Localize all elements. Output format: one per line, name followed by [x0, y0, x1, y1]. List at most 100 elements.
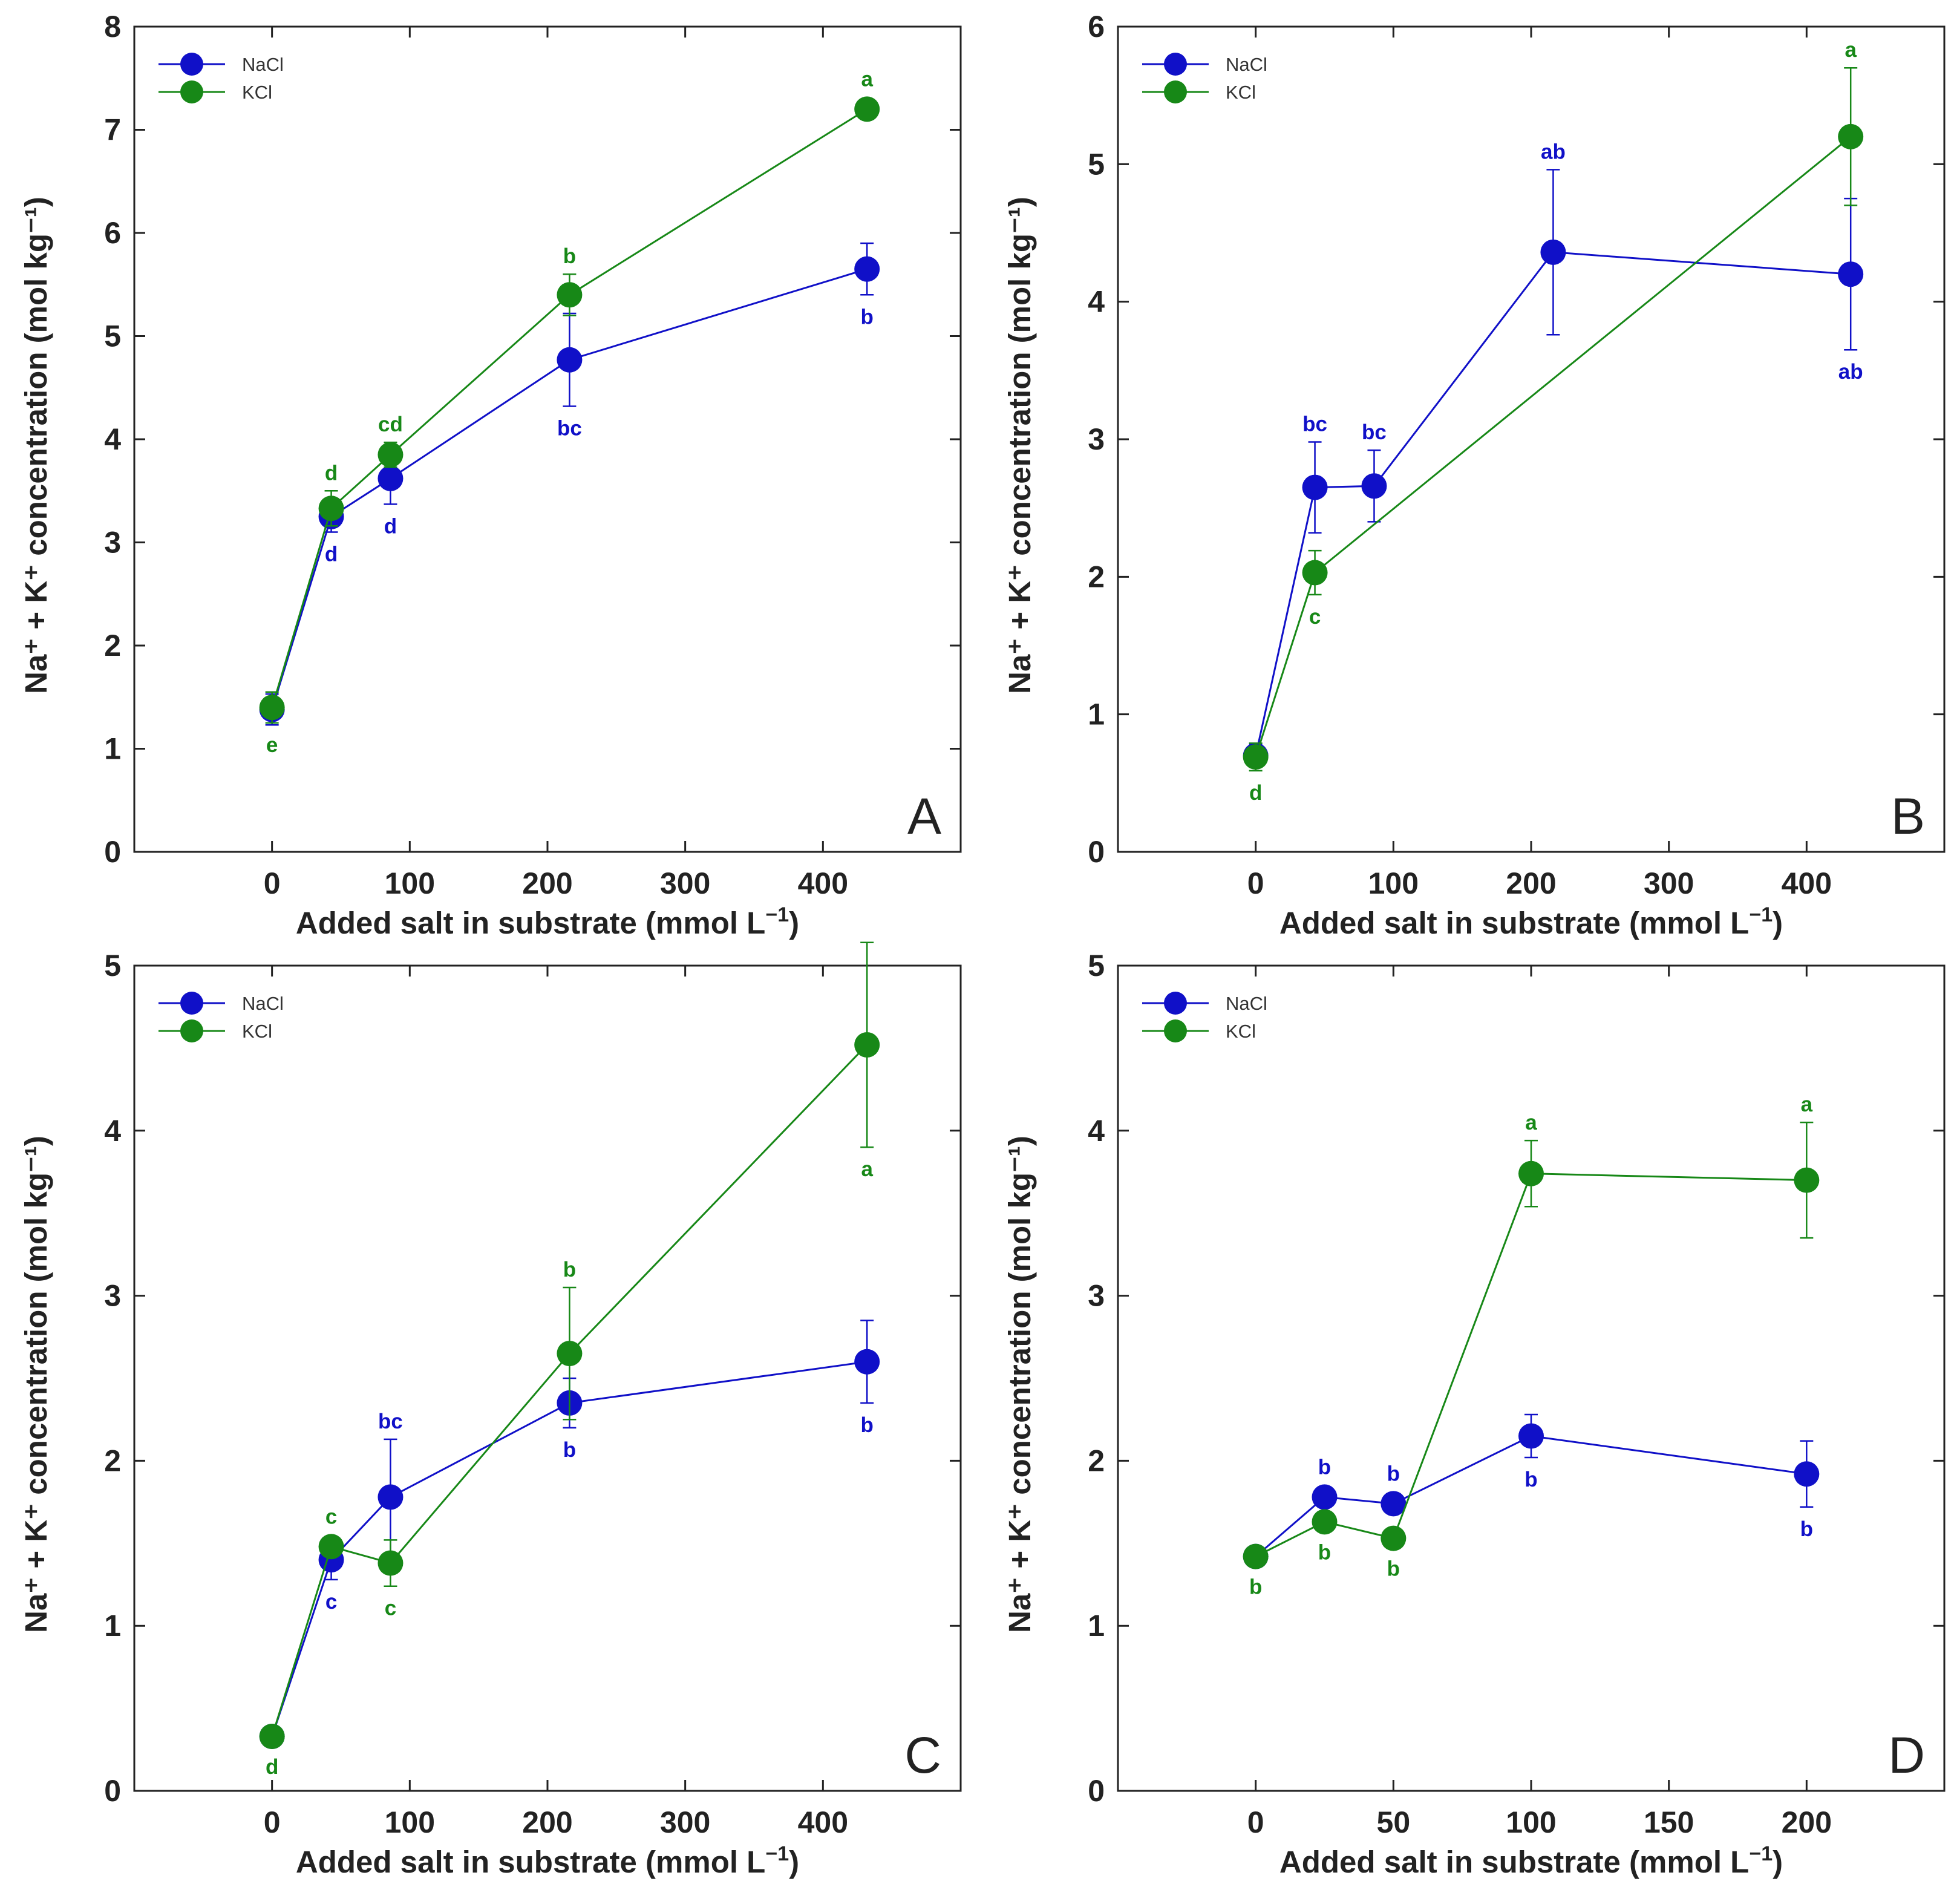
legend-marker-nacl: [180, 53, 203, 76]
data-point-kcl: [854, 96, 880, 122]
series-kcl: d c a: [1243, 38, 1864, 805]
y-axis-title: Na⁺ + K⁺ concentration (mol kg⁻¹): [1002, 1136, 1037, 1633]
y-tick-label: 7: [104, 113, 121, 147]
significance-label: a: [861, 67, 873, 91]
y-tick-label: 0: [1088, 1774, 1105, 1808]
data-point-kcl: [1794, 1167, 1820, 1193]
data-point-kcl: [377, 1550, 404, 1576]
x-axis-title: Added salt in substrate (mmol L−1): [296, 903, 799, 940]
significance-label: d: [384, 514, 397, 538]
y-tick-label: 2: [1088, 560, 1105, 594]
y-axis-title: Na⁺ + K⁺ concentration (mol kg⁻¹): [1002, 197, 1037, 694]
x-tick-label: 150: [1644, 1805, 1694, 1839]
significance-label: b: [1249, 1575, 1262, 1599]
x-tick-label: 0: [1247, 866, 1264, 900]
y-tick-label: 4: [104, 1114, 121, 1148]
panel-letter: C: [904, 1727, 941, 1784]
data-point-kcl: [1243, 1543, 1269, 1569]
significance-label: b: [1387, 1557, 1400, 1581]
y-tick-label: 3: [1088, 1279, 1105, 1313]
data-point-nacl: [377, 465, 404, 491]
data-point-kcl: [318, 1534, 344, 1560]
y-tick-label: 6: [1088, 10, 1105, 44]
plot-frame: [1117, 25, 1946, 853]
legend-label-kcl: KCl: [1226, 1021, 1256, 1042]
legend-label-nacl: NaCl: [242, 54, 284, 75]
data-point-kcl: [1243, 744, 1269, 770]
significance-label: b: [1800, 1517, 1813, 1541]
data-point-kcl: [259, 1723, 285, 1749]
panel-letter: D: [1888, 1727, 1925, 1784]
y-tick-label: 1: [1088, 1609, 1105, 1643]
x-tick-label: 200: [522, 866, 572, 900]
data-point-kcl: [1381, 1525, 1407, 1551]
legend-marker-nacl: [180, 992, 203, 1015]
y-tick-label: 1: [1088, 698, 1105, 731]
legend-marker-nacl: [1164, 992, 1187, 1015]
x-tick-label: 300: [660, 1805, 710, 1839]
y-tick-label: 0: [1088, 835, 1105, 869]
y-axis-title: Na⁺ + K⁺ concentration (mol kg⁻¹): [19, 1136, 53, 1633]
data-point-kcl: [259, 695, 285, 721]
y-tick-label: 0: [104, 1774, 121, 1808]
significance-label: b: [563, 1258, 576, 1281]
significance-label: bc: [378, 1410, 403, 1433]
x-tick-label: 0: [1247, 1805, 1264, 1839]
y-tick-label: 3: [104, 526, 121, 560]
legend-label-kcl: KCl: [1226, 82, 1256, 103]
y-tick-label: 5: [1088, 147, 1105, 181]
series-kcl: b b b a a: [1243, 1093, 1820, 1599]
significance-label: ab: [1838, 360, 1863, 384]
legend-label-nacl: NaCl: [1226, 993, 1267, 1014]
significance-label: bc: [557, 416, 582, 440]
data-point-kcl: [1838, 123, 1864, 149]
y-tick-label: 5: [104, 949, 121, 983]
y-tick-label: 1: [104, 1609, 121, 1643]
significance-label: c: [325, 1590, 337, 1614]
significance-label: bc: [1302, 413, 1327, 436]
data-point-kcl: [318, 496, 344, 522]
panel-letter: B: [1891, 788, 1925, 845]
x-tick-label: 200: [1506, 866, 1556, 900]
legend-marker-nacl: [1164, 53, 1187, 76]
significance-label: a: [1525, 1111, 1537, 1134]
legend-label-nacl: NaCl: [1226, 54, 1267, 75]
panel-letter: A: [907, 788, 941, 845]
significance-label: ab: [1541, 140, 1566, 163]
x-tick-label: 50: [1377, 1805, 1411, 1839]
data-point-nacl: [377, 1484, 404, 1510]
x-tick-label: 300: [660, 866, 710, 900]
x-tick-label: 100: [385, 1805, 435, 1839]
y-tick-label: 5: [1088, 949, 1105, 983]
significance-label: c: [325, 1505, 337, 1528]
x-tick-label: 0: [264, 866, 281, 900]
data-point-nacl: [1361, 473, 1387, 499]
data-point-nacl: [1312, 1484, 1338, 1510]
data-point-kcl: [1302, 560, 1328, 586]
data-point-nacl: [1518, 1423, 1544, 1449]
significance-label: a: [1801, 1093, 1813, 1116]
x-tick-label: 400: [1782, 866, 1832, 900]
y-axis-title: Na⁺ + K⁺ concentration (mol kg⁻¹): [19, 197, 53, 694]
legend-marker-kcl: [1164, 1019, 1187, 1042]
x-tick-label: 300: [1644, 866, 1694, 900]
data-point-kcl: [854, 1032, 880, 1058]
x-tick-label: 100: [385, 866, 435, 900]
data-point-kcl: [557, 1341, 583, 1367]
x-tick-label: 200: [522, 1805, 572, 1839]
significance-label: bc: [1362, 420, 1387, 444]
x-tick-label: 200: [1782, 1805, 1832, 1839]
y-tick-label: 3: [104, 1279, 121, 1313]
x-tick-label: 400: [798, 866, 848, 900]
legend-marker-kcl: [1164, 80, 1187, 103]
y-tick-label: 0: [104, 835, 121, 869]
x-axis-title: Added salt in substrate (mmol L−1): [296, 1842, 799, 1879]
legend-label-kcl: KCl: [242, 1021, 272, 1042]
significance-label: d: [325, 542, 338, 566]
significance-label: c: [385, 1597, 396, 1620]
significance-label: b: [563, 244, 576, 268]
